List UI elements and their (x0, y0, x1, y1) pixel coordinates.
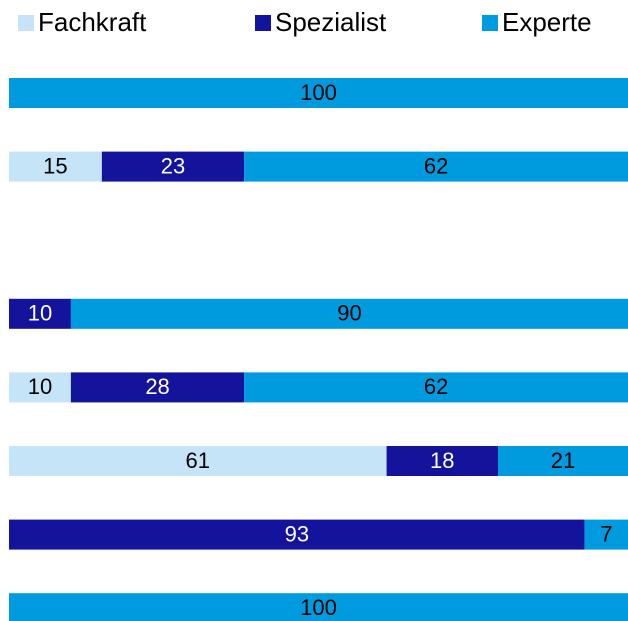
bar-segment (584, 519, 628, 550)
bar-segment (9, 151, 102, 182)
data-label: 62 (424, 153, 448, 178)
bar-segment (498, 446, 628, 476)
bar-segment (9, 298, 71, 329)
bar-segment (9, 78, 628, 108)
data-label: 23 (161, 153, 185, 178)
bar-segment (244, 372, 628, 403)
data-label: 90 (337, 301, 361, 326)
bar-segment (386, 446, 499, 476)
legend-swatch (255, 15, 271, 31)
bar-segment (9, 446, 387, 476)
data-label: 62 (424, 374, 448, 399)
data-label: 93 (285, 521, 309, 546)
bar-segment (9, 372, 71, 403)
legend-swatch (482, 15, 498, 31)
data-label: 15 (43, 153, 67, 178)
data-label: 10 (28, 301, 52, 326)
bar-segment (9, 593, 628, 621)
data-label: 10 (28, 374, 52, 399)
bar-segment (70, 372, 245, 403)
bar-segment (244, 151, 628, 182)
data-label: 100 (300, 595, 337, 620)
legend-label: Experte (502, 7, 592, 37)
bar-segment (9, 519, 585, 550)
legend-label: Fachkraft (38, 7, 147, 37)
legend-label: Spezialist (275, 7, 387, 37)
legend-swatch (18, 15, 34, 31)
data-label: 7 (600, 521, 612, 546)
data-label: 18 (430, 448, 454, 473)
data-label: 21 (551, 448, 575, 473)
bar-segment (70, 298, 628, 329)
data-label: 28 (145, 374, 169, 399)
data-label: 100 (300, 80, 337, 105)
data-label: 61 (186, 448, 210, 473)
bar-segment (101, 151, 245, 182)
